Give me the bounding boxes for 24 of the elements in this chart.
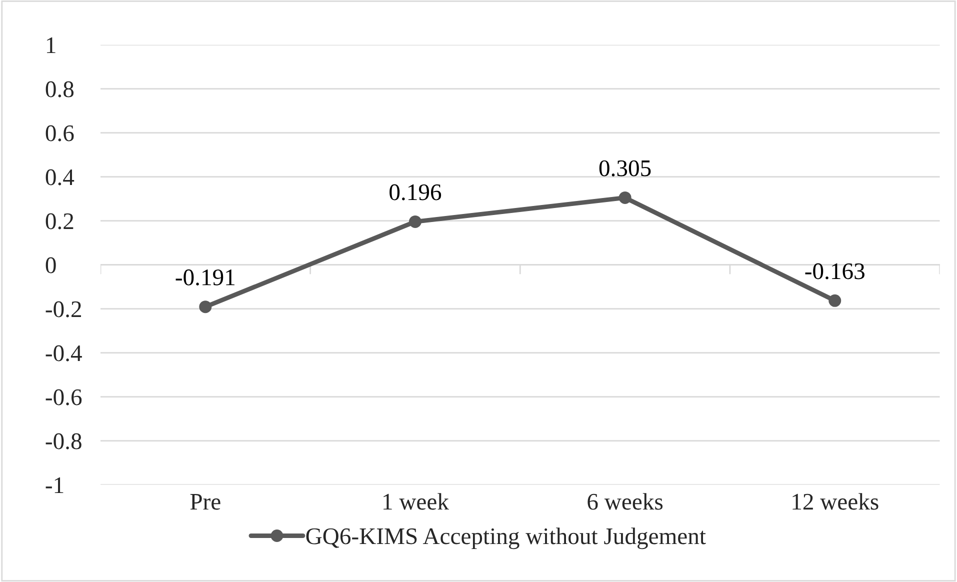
point (199, 300, 212, 314)
y-tick-label: -0.8 (46, 433, 82, 450)
x-tick-label: Pre (190, 494, 220, 510)
data-label: -0.191 (176, 269, 234, 286)
x-tick-label: 12 weeks (792, 493, 878, 510)
data-label: 0.196 (390, 184, 442, 200)
y-tick-label: -0.6 (46, 389, 82, 406)
y-tick-label: 0 (46, 257, 56, 274)
y-tick-label: 0.2 (46, 213, 74, 230)
x-tick-label: 6 weeks (588, 493, 663, 510)
y-tick-label: 0.4 (46, 169, 74, 186)
y-tick-label: 0.8 (46, 81, 74, 98)
point (408, 215, 422, 228)
data-label: 0.305 (599, 160, 651, 176)
y-tick-label: -0.2 (46, 301, 82, 318)
y-tick-label: -0.4 (46, 345, 82, 362)
data-label: -0.163 (805, 263, 864, 280)
y-tick-label: 0.6 (46, 125, 74, 142)
legend-label: GQ6-KIMS Accepting without Judgement (306, 528, 706, 550)
y-tick-label: -1 (46, 477, 64, 493)
x-tick-label: 1 week (384, 493, 449, 510)
y-tick-label: 1 (47, 37, 56, 54)
point (618, 191, 632, 204)
point (828, 294, 842, 307)
